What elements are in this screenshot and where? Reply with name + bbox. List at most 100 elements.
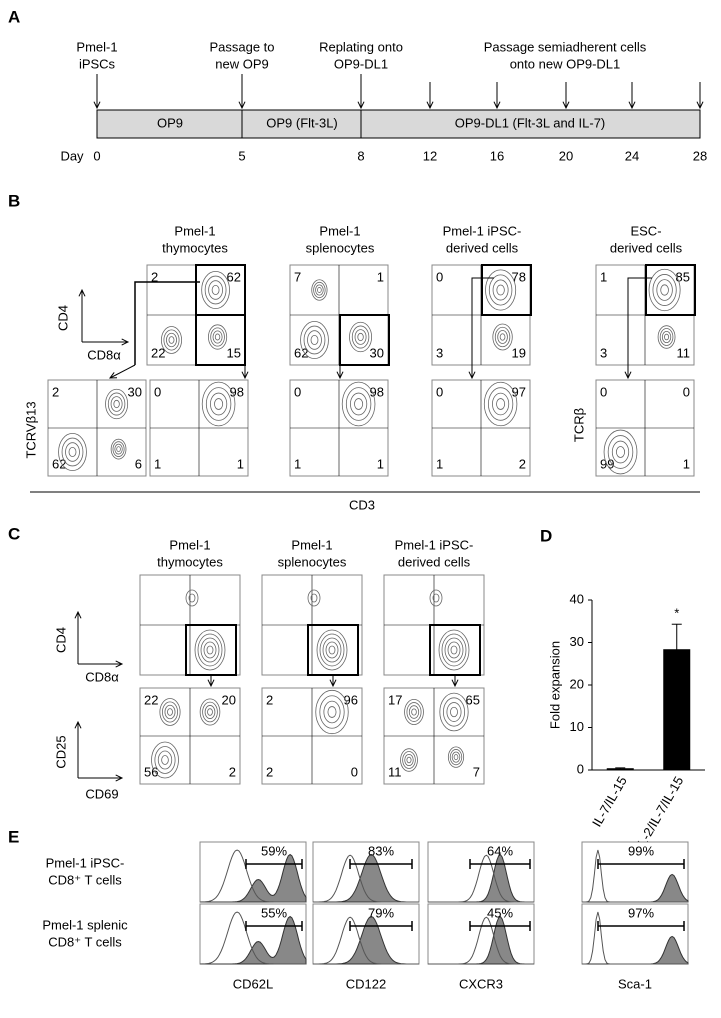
contour	[354, 329, 367, 345]
contour	[664, 333, 670, 341]
contour	[429, 589, 443, 607]
label: 65	[466, 692, 480, 707]
contour	[648, 268, 681, 312]
y-tick-label: 30	[570, 634, 584, 649]
label: 30	[370, 345, 384, 360]
label: 1	[294, 456, 301, 471]
label: 22	[144, 692, 158, 707]
contour	[449, 749, 463, 766]
contour	[214, 398, 224, 410]
y-tick-label: 40	[570, 591, 584, 606]
histogram-isotype	[582, 911, 688, 965]
label: 2	[229, 764, 236, 779]
contour	[197, 633, 223, 667]
label: 55%	[261, 905, 287, 920]
contour	[341, 381, 376, 427]
label: 2	[266, 764, 273, 779]
contour	[322, 637, 342, 663]
histogram-isotype	[428, 916, 534, 965]
label: CD8α	[85, 669, 119, 684]
y-tick-label: 10	[570, 719, 584, 734]
label: onto new OP9-DL1	[510, 56, 621, 71]
contour	[441, 633, 467, 667]
label: Sca-1	[618, 976, 652, 991]
contour	[325, 641, 339, 659]
contour	[487, 387, 514, 421]
gate	[195, 314, 246, 366]
gate	[339, 314, 390, 366]
contour	[438, 629, 470, 671]
label: 78	[512, 269, 526, 284]
contour	[113, 399, 120, 409]
label: new OP9	[215, 56, 268, 71]
label: 62	[52, 456, 66, 471]
label: 5	[238, 148, 245, 163]
label: OP9	[157, 115, 183, 130]
contour	[351, 325, 370, 349]
contour	[212, 330, 223, 344]
label: 1	[237, 456, 244, 471]
contour	[185, 589, 199, 607]
histogram-isotype	[199, 911, 306, 965]
contour	[68, 446, 77, 458]
label: CD25	[53, 735, 68, 768]
label: OP9 (Flt-3L)	[266, 115, 338, 130]
label: Pmel-1 iPSC-	[395, 537, 474, 552]
contour	[161, 755, 169, 765]
label: 0	[93, 148, 100, 163]
contour	[210, 327, 225, 347]
annotation: *	[674, 606, 679, 621]
contour	[203, 641, 217, 659]
contour	[204, 705, 216, 719]
label: Pmel-1	[291, 537, 332, 552]
label: splenocytes	[278, 554, 347, 569]
contour	[315, 689, 349, 735]
contour	[404, 699, 424, 725]
label: 1	[683, 456, 690, 471]
error-bar	[671, 623, 682, 650]
contour	[164, 704, 176, 720]
label: 28	[693, 148, 707, 163]
label: Passage semiadherent cells	[484, 39, 647, 54]
contour	[300, 321, 329, 359]
x-tick-label: IL-2/IL-7/IL-15	[633, 774, 687, 852]
contour	[488, 274, 513, 306]
label: Pmel-1	[319, 223, 360, 238]
label: 1	[377, 269, 384, 284]
line	[109, 364, 136, 379]
contour	[163, 329, 180, 351]
contour	[202, 701, 218, 723]
contour	[316, 629, 348, 671]
label: 64%	[487, 843, 513, 858]
contour	[497, 330, 508, 344]
label: Pmel-1	[174, 223, 215, 238]
contour	[357, 332, 364, 342]
label: 19	[512, 345, 526, 360]
contour	[406, 756, 412, 764]
arrow-head	[74, 610, 82, 619]
histogram-isotype	[428, 854, 534, 903]
y-tick-label: 20	[570, 676, 584, 691]
contour	[61, 437, 84, 467]
label: 20	[559, 148, 573, 163]
label: OP9-DL1 (Flt-3L and IL-7)	[455, 115, 606, 130]
label: 2	[519, 456, 526, 471]
contour	[432, 593, 440, 603]
contour	[154, 746, 176, 774]
panel-letter: D	[540, 526, 552, 545]
histogram-filled	[200, 853, 307, 903]
arrow-head	[329, 679, 337, 688]
label: thymocytes	[157, 554, 223, 569]
contour	[492, 323, 513, 351]
arrow-head	[108, 372, 118, 379]
label: Replating onto	[319, 39, 403, 54]
contour	[188, 593, 196, 603]
panel-letter: A	[8, 7, 20, 26]
arrow-head	[336, 371, 344, 380]
arrow-head	[468, 371, 476, 380]
contour	[112, 441, 125, 457]
timeline	[96, 109, 701, 139]
contour	[311, 279, 328, 301]
